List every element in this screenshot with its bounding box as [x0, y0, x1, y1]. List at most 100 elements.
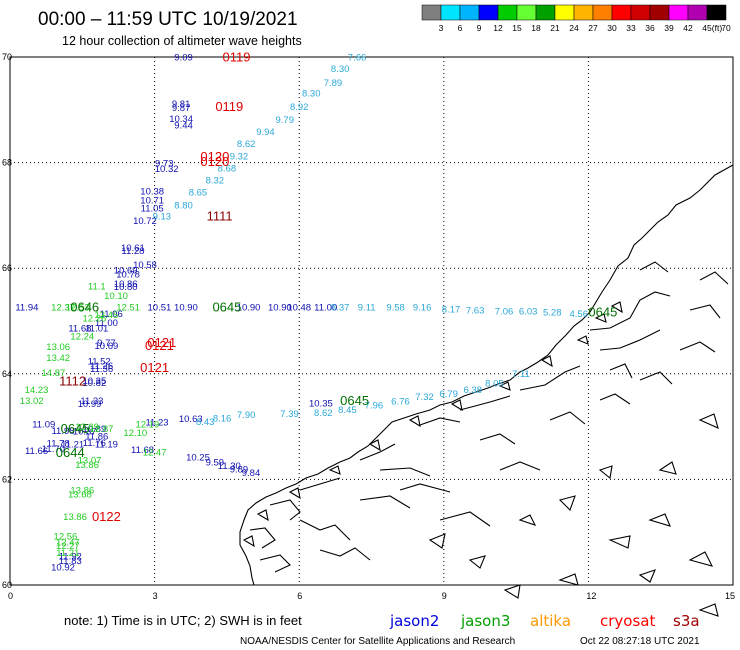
wave-height-label: 11.33 — [80, 396, 103, 407]
wave-height-label: 11.52 — [88, 356, 111, 367]
x-tick-label: 0 — [8, 591, 13, 601]
pass-time-label: 0645 — [212, 299, 241, 314]
wave-height-label: 13.06 — [46, 342, 70, 353]
wave-height-label: 13.86 — [75, 460, 99, 471]
legend-label: 12 — [493, 23, 503, 33]
x-tick-label: 6 — [297, 591, 302, 601]
coastline — [239, 164, 734, 617]
wave-height-label: 9.81 — [172, 99, 191, 110]
wave-height-label: 10.82 — [82, 378, 106, 389]
wave-height-label: 8.80 — [174, 201, 193, 212]
wave-height-label: 12.51 — [116, 302, 140, 313]
legend-swatch — [459, 4, 480, 21]
wave-height-label: 12.26 — [82, 314, 106, 325]
wave-height-label: 7.06 — [495, 307, 514, 318]
legend-swatch — [687, 4, 708, 21]
wave-height-label: 9.89 — [230, 465, 249, 476]
wave-height-label: 10.78 — [116, 270, 140, 281]
footnote: note: 1) Time is in UTC; 2) SWH is in fe… — [64, 613, 302, 628]
legend-label: 33 — [626, 23, 636, 33]
y-tick-label: 70 — [2, 52, 12, 62]
legend-label: 42 — [683, 23, 693, 33]
wave-height-label: 10.58 — [133, 260, 157, 271]
pass-time-label: 0644 — [56, 445, 85, 460]
wave-height-label: 6.76 — [391, 396, 410, 407]
coastline-main — [239, 164, 734, 586]
chart-subtitle: 12 hour collection of altimeter wave hei… — [62, 34, 302, 48]
wave-height-label: 11.19 — [95, 440, 118, 451]
wave-height-label: 11.28 — [121, 246, 144, 257]
wave-height-label: 10.63 — [179, 414, 203, 425]
y-tick-label: 64 — [2, 369, 12, 379]
legend-label: 9 — [477, 23, 482, 33]
wave-height-label: 10.90 — [268, 302, 292, 313]
satellite-legend: jason2 jason3 altika cryosat s3a — [389, 612, 700, 630]
wave-height-label: 9.77 — [97, 338, 116, 349]
wave-height-label: 8.05 — [485, 378, 504, 389]
wave-height-label: 8.16 — [213, 413, 232, 424]
wave-height-label: 10.99 — [78, 399, 102, 410]
legend-swatch — [478, 4, 499, 21]
y-tick-label: 68 — [2, 158, 12, 168]
legend-label: 39 — [664, 23, 674, 33]
wave-height-label: 4.56 — [570, 309, 589, 320]
wave-height-label: 7.39 — [280, 409, 299, 420]
color-legend: 3 6 9 12 15 18 21 24 27 30 33 36 39 42 45 70(ft) — [421, 4, 731, 33]
wave-height-label: 10.72 — [133, 216, 157, 227]
wave-height-label: 9.13 — [153, 212, 172, 223]
wave-height-label: 12.56 — [54, 532, 78, 543]
wave-height-label: 9.09 — [174, 53, 193, 64]
legend-swatch — [592, 4, 613, 21]
legend-swatch — [611, 4, 632, 21]
wave-height-label: 13.86 — [63, 512, 87, 523]
wave-height-label: 7.90 — [237, 410, 256, 421]
pass-time-label: 0121 — [145, 338, 174, 353]
satellite-name: cryosat — [600, 612, 655, 630]
wave-height-label: 11.1 — [88, 281, 106, 292]
pass-time-label: 1112 — [59, 373, 86, 388]
wave-height-label: 8.92 — [290, 102, 309, 113]
legend-swatch — [630, 4, 651, 21]
pass-time-label: 0119 — [223, 50, 251, 65]
wave-height-label: 9.73 — [155, 158, 174, 169]
wave-height-label: 8.32 — [206, 176, 225, 187]
wave-height-label: 8.45 — [338, 405, 357, 416]
wave-height-label: 12.19 — [135, 420, 159, 431]
wave-height-label: 6.03 — [519, 307, 538, 318]
wave-height-label: 11.30 — [218, 461, 241, 472]
wave-height-label: 12.10 — [123, 428, 147, 439]
wave-height-label: 8.37 — [331, 302, 350, 313]
wave-height-label: 8.30 — [331, 64, 350, 75]
wave-height-label: 11.66 — [25, 446, 48, 457]
legend-swatch — [421, 4, 442, 21]
y-tick-label: 60 — [2, 580, 12, 590]
wave-height-label: 11.21 — [56, 548, 79, 559]
wave-height-label: 10.37 — [73, 427, 97, 438]
wave-height-label: 10.90 — [174, 302, 198, 313]
wave-height-label: 11.01 — [85, 324, 108, 335]
wave-height-label: 8.62 — [314, 408, 333, 419]
wave-height-label: 13.42 — [46, 353, 70, 364]
wave-height-label: 10.32 — [155, 164, 179, 175]
wave-height-label: 12.27 — [56, 541, 80, 552]
wave-height-label: 13.02 — [20, 396, 44, 407]
wave-height-label: 8.62 — [237, 139, 256, 150]
wave-height-label: 9.87 — [172, 103, 191, 114]
pass-time-label: 0121 — [147, 335, 176, 350]
legend-swatch — [706, 4, 727, 21]
legend-unit: (ft) — [712, 23, 723, 33]
wave-height-label: 12.47 — [143, 448, 167, 459]
wave-height-label: 9.94 — [256, 127, 275, 138]
wave-height-label: 11.98 — [51, 426, 74, 437]
wave-height-label: 13.07 — [78, 456, 102, 467]
pass-time-label: 0121 — [140, 360, 169, 375]
pass-time-label: 0645 — [340, 393, 369, 408]
legend-label: 15 — [512, 23, 522, 33]
wave-height-label: 10.80 — [114, 282, 138, 293]
wave-height-label: 11.68 — [131, 445, 154, 456]
wave-height-label: 11.86 — [85, 431, 108, 442]
wave-height-label: 10.86 — [114, 279, 138, 290]
